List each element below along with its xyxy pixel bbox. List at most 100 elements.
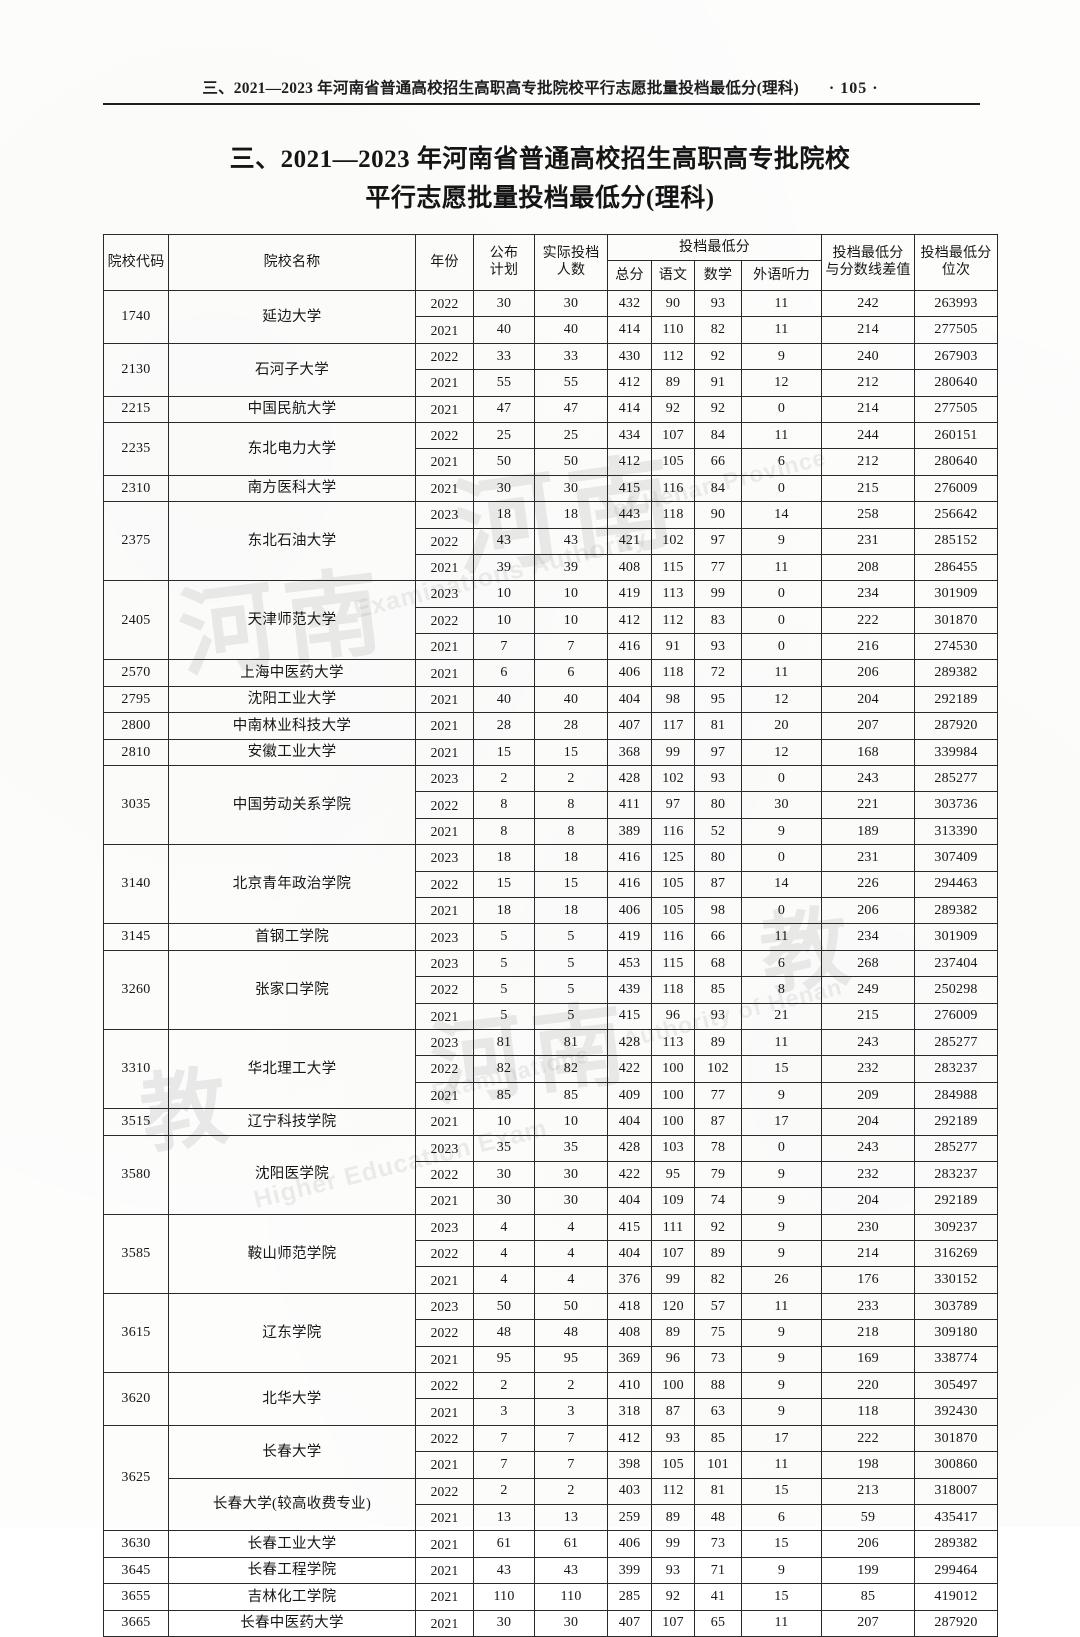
cell-institution-code: 2795 bbox=[103, 685, 169, 714]
cell-min-score-rank: 301909 bbox=[914, 923, 998, 951]
cell-actual-admitted: 15 bbox=[534, 738, 608, 767]
cell-actual-admitted: 3 bbox=[534, 1398, 608, 1426]
cell-min-chinese-score: 95 bbox=[651, 1160, 695, 1189]
cell-published-plan: 30 bbox=[473, 1187, 535, 1215]
cell-institution-code: 2800 bbox=[103, 712, 169, 740]
cell-year: 2021 bbox=[415, 316, 474, 344]
cell-min-chinese-score: 93 bbox=[651, 1424, 695, 1453]
cell-min-score-rank: 307409 bbox=[914, 844, 998, 872]
cell-year: 2022 bbox=[415, 976, 474, 1004]
cell-published-plan: 40 bbox=[473, 685, 535, 714]
cell-min-total-score: 430 bbox=[607, 342, 652, 371]
cell-actual-admitted: 8 bbox=[534, 791, 608, 819]
cell-min-english-listening: 12 bbox=[741, 738, 822, 767]
cell-score-line-difference: 118 bbox=[821, 1398, 915, 1426]
cell-min-chinese-score: 99 bbox=[651, 738, 695, 767]
cell-actual-admitted: 40 bbox=[534, 316, 608, 344]
table-row: 3620 北华大学 2022 2 2 410 100 88 9 220 305497 bbox=[103, 1372, 998, 1426]
cell-actual-admitted: 28 bbox=[534, 712, 608, 740]
cell-published-plan: 5 bbox=[473, 923, 535, 951]
cell-actual-admitted: 39 bbox=[534, 553, 608, 582]
col-header-rank-line2: 位次 bbox=[941, 262, 971, 278]
cell-min-total-score: 399 bbox=[607, 1556, 652, 1585]
cell-published-plan: 5 bbox=[473, 976, 535, 1004]
cell-min-math-score: 66 bbox=[694, 448, 742, 476]
cell-min-score-rank: 301909 bbox=[914, 580, 998, 608]
cell-min-score-rank: 256642 bbox=[914, 501, 998, 529]
cell-published-plan: 8 bbox=[473, 791, 535, 819]
cell-score-line-difference: 249 bbox=[821, 976, 915, 1004]
col-header-rank-line1: 投档最低分 bbox=[920, 245, 992, 261]
cell-min-score-rank: 299464 bbox=[914, 1556, 998, 1585]
cell-score-line-difference: 176 bbox=[821, 1266, 915, 1294]
cell-published-plan: 50 bbox=[473, 448, 535, 476]
cell-min-english-listening: 26 bbox=[741, 1266, 822, 1294]
cell-min-total-score: 407 bbox=[607, 712, 652, 740]
cell-score-line-difference: 204 bbox=[821, 1187, 915, 1215]
cell-year: 2021 bbox=[415, 1345, 474, 1374]
cell-institution-name: 中南林业科技大学 bbox=[168, 712, 416, 740]
col-header-name: 院校名称 bbox=[168, 234, 416, 291]
cell-score-line-difference: 218 bbox=[821, 1319, 915, 1347]
cell-score-line-difference: 220 bbox=[821, 1372, 915, 1400]
table-row: 2021 7 7 416 91 93 0 216 274530 bbox=[104, 633, 998, 661]
cell-institution-code: 2375 bbox=[103, 501, 169, 582]
cell-published-plan: 2 bbox=[473, 1477, 535, 1505]
cell-institution-code: 3515 bbox=[103, 1108, 169, 1136]
cell-score-line-difference: 232 bbox=[821, 1055, 915, 1083]
table-row: 2021 8 8 389 116 52 9 189 313390 bbox=[104, 817, 998, 846]
cell-score-line-difference: 242 bbox=[821, 289, 915, 318]
cell-min-chinese-score: 103 bbox=[651, 1134, 695, 1162]
col-header-total: 总分 bbox=[607, 260, 652, 291]
cell-score-line-difference: 214 bbox=[821, 1240, 915, 1268]
cell-min-chinese-score: 102 bbox=[651, 527, 695, 555]
cell-min-english-listening: 11 bbox=[741, 421, 822, 450]
cell-min-english-listening: 15 bbox=[741, 1055, 822, 1083]
cell-institution-name: 辽东学院 bbox=[168, 1292, 416, 1374]
cell-min-total-score: 432 bbox=[607, 289, 652, 318]
table-row: 2021 7 7 398 105 101 11 198 300860 bbox=[104, 1451, 998, 1479]
cell-score-line-difference: 206 bbox=[821, 659, 915, 687]
table-row: 3310 华北理工大学 2023 81 81 428 113 89 11 243 285277 bbox=[103, 1028, 998, 1110]
cell-min-math-score: 93 bbox=[694, 633, 742, 661]
cell-min-english-listening: 12 bbox=[741, 685, 822, 714]
table-row: 3260 张家口学院 2023 5 5 453 115 68 6 268 237404 bbox=[103, 949, 998, 1030]
cell-actual-admitted: 18 bbox=[534, 844, 608, 872]
cell-actual-admitted: 10 bbox=[534, 580, 608, 608]
cell-published-plan: 30 bbox=[473, 1160, 535, 1189]
cell-min-score-rank: 285277 bbox=[914, 765, 998, 793]
cell-min-math-score: 85 bbox=[694, 976, 742, 1004]
cell-actual-admitted: 43 bbox=[534, 527, 608, 555]
cell-min-score-rank: 338774 bbox=[914, 1345, 998, 1374]
cell-institution-code: 3615 bbox=[103, 1292, 169, 1374]
table-row: 3580 沈阳医学院 2023 35 35 428 103 78 0 243 285277 bbox=[103, 1134, 998, 1215]
cell-published-plan: 7 bbox=[473, 633, 535, 661]
cell-min-total-score: 412 bbox=[607, 369, 652, 397]
cell-actual-admitted: 48 bbox=[534, 1319, 608, 1347]
cell-score-line-difference: 240 bbox=[821, 342, 915, 371]
cell-min-score-rank: 330152 bbox=[914, 1266, 998, 1294]
cell-published-plan: 35 bbox=[473, 1134, 535, 1162]
cell-published-plan: 2 bbox=[473, 1372, 535, 1400]
cell-published-plan: 6 bbox=[473, 659, 535, 687]
cell-actual-admitted: 47 bbox=[534, 395, 608, 423]
cell-min-total-score: 409 bbox=[607, 1081, 652, 1110]
cell-institution-name: 北京青年政治学院 bbox=[168, 844, 416, 925]
cell-min-score-rank: 289382 bbox=[914, 1530, 998, 1558]
table-row: 2130 石河子大学 2022 33 33 430 112 92 9 240 267903 bbox=[103, 342, 998, 397]
cell-published-plan: 28 bbox=[473, 712, 535, 740]
cell-published-plan: 15 bbox=[473, 870, 535, 898]
cell-year: 2021 bbox=[415, 1266, 474, 1294]
cell-institution-name: 南方医科大学 bbox=[168, 474, 416, 503]
cell-min-chinese-score: 89 bbox=[651, 1319, 695, 1347]
cell-min-english-listening: 0 bbox=[741, 606, 822, 635]
cell-min-total-score: 443 bbox=[607, 501, 652, 529]
cell-min-math-score: 77 bbox=[694, 553, 742, 582]
cell-min-score-rank: 303736 bbox=[914, 791, 998, 819]
col-header-min-score-group: 投档最低分 bbox=[607, 234, 822, 261]
cell-score-line-difference: 226 bbox=[821, 870, 915, 898]
cell-min-math-score: 88 bbox=[694, 1372, 742, 1400]
cell-min-total-score: 404 bbox=[607, 1108, 652, 1136]
cell-year: 2021 bbox=[415, 738, 474, 767]
cell-min-english-listening: 14 bbox=[741, 501, 822, 529]
